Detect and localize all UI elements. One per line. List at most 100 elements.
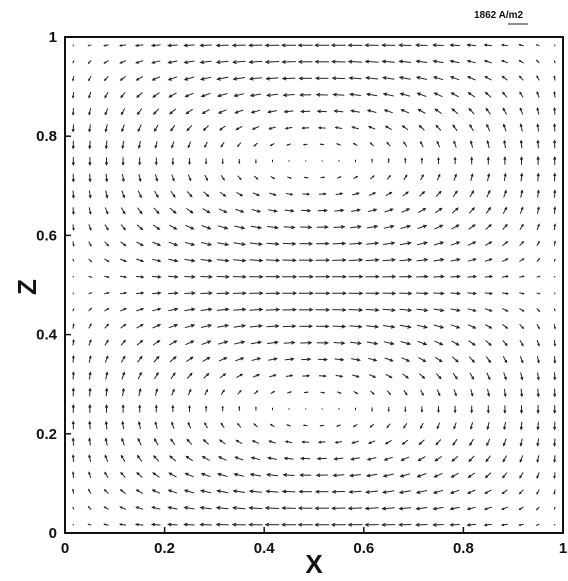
vector-arrow — [284, 208, 295, 213]
vector-arrow — [119, 60, 127, 64]
vector-arrow — [382, 92, 394, 97]
vector-arrow — [204, 421, 208, 429]
vector-arrow — [316, 241, 330, 246]
vector-arrow — [184, 291, 196, 296]
vector-arrow — [553, 292, 556, 295]
vector-arrow — [219, 439, 226, 445]
vector-arrow — [264, 522, 280, 527]
vector-arrow — [468, 455, 475, 463]
vector-arrow — [153, 438, 159, 446]
vector-arrow — [185, 224, 195, 230]
vector-arrow — [536, 139, 540, 149]
vector-arrow — [416, 324, 429, 329]
vector-arrow — [520, 372, 524, 381]
vector-arrow — [265, 76, 279, 81]
vector-arrow — [136, 92, 143, 98]
vector-arrow — [187, 388, 192, 396]
vector-arrow — [119, 506, 127, 510]
vector-arrow — [449, 43, 460, 48]
vector-arrow — [200, 258, 213, 263]
vector-arrow — [104, 108, 109, 116]
vector-arrow — [136, 108, 143, 116]
vector-arrow — [398, 59, 412, 64]
vector-arrow — [120, 275, 128, 279]
vector-arrow — [467, 324, 477, 329]
vector-arrow — [71, 124, 75, 133]
vector-arrow — [104, 91, 109, 99]
vector-arrow — [300, 456, 311, 461]
vector-arrow — [204, 388, 208, 396]
vector-arrow — [250, 225, 263, 230]
vector-arrow — [468, 107, 475, 115]
vector-arrow — [535, 523, 540, 526]
vector-arrow — [167, 506, 178, 510]
vector-arrow — [88, 371, 92, 380]
vector-arrow — [71, 354, 75, 363]
vector-arrow — [553, 223, 557, 230]
vector-arrow — [536, 308, 541, 313]
vector-arrow — [333, 341, 346, 345]
vector-arrow — [319, 424, 325, 427]
vector-arrow — [253, 142, 258, 147]
vector-arrow — [72, 506, 75, 510]
vector-arrow — [502, 324, 509, 329]
vector-arrow — [452, 372, 458, 380]
vector-arrow — [88, 323, 92, 329]
vector-arrow — [282, 258, 297, 263]
vector-arrow — [330, 43, 346, 48]
vector-arrow — [286, 143, 292, 146]
vector-arrow — [483, 43, 492, 47]
vector-arrow — [399, 324, 412, 329]
vector-arrow — [216, 489, 229, 494]
vector-arrow — [184, 472, 194, 478]
vector-arrow — [204, 405, 208, 412]
vector-arrow — [298, 274, 314, 279]
vector-arrow — [519, 206, 524, 214]
vector-arrow — [237, 389, 242, 395]
vector-arrow — [183, 43, 195, 48]
vector-arrow — [502, 241, 509, 246]
vector-arrow — [167, 43, 178, 48]
vector-arrow — [236, 373, 244, 379]
vector-arrow — [88, 338, 92, 346]
vector-arrow — [486, 421, 490, 431]
vector-arrow — [287, 391, 292, 394]
vector-arrow — [519, 455, 524, 463]
vector-arrow — [484, 258, 493, 262]
vector-arrow — [167, 522, 178, 527]
vector-arrow — [301, 440, 310, 444]
vector-arrow — [334, 440, 343, 444]
vector-arrow — [416, 473, 427, 478]
vector-arrow — [485, 224, 492, 230]
vector-arrow — [468, 356, 475, 363]
vector-arrow — [382, 291, 397, 296]
y-tick-label: 0.4 — [36, 327, 58, 344]
vector-arrow — [200, 323, 213, 328]
vector-arrow — [88, 207, 92, 215]
vector-arrow — [433, 241, 445, 246]
vector-arrow — [553, 240, 556, 246]
vector-arrow — [216, 258, 230, 263]
vector-arrow — [137, 124, 142, 133]
vector-arrow — [105, 190, 109, 199]
vector-arrow — [401, 208, 411, 213]
vector-arrow — [502, 223, 508, 230]
vector-arrow — [485, 455, 491, 463]
vector-arrow — [282, 473, 295, 477]
vector-arrow — [331, 76, 346, 81]
vector-arrow — [88, 387, 92, 397]
vector-arrow — [137, 207, 143, 215]
vector-arrow — [71, 190, 75, 199]
vector-arrow — [171, 157, 175, 166]
vector-arrow — [202, 439, 209, 445]
vector-arrow — [283, 456, 294, 461]
vector-arrow — [502, 455, 508, 463]
vector-arrow — [553, 155, 557, 165]
y-tick-label: 1 — [49, 29, 57, 46]
vector-arrow — [503, 156, 507, 165]
vector-arrow — [171, 174, 175, 182]
vector-arrow — [72, 523, 75, 526]
vector-arrow — [501, 60, 508, 64]
vector-arrow — [269, 142, 275, 147]
vector-arrow — [519, 356, 524, 364]
